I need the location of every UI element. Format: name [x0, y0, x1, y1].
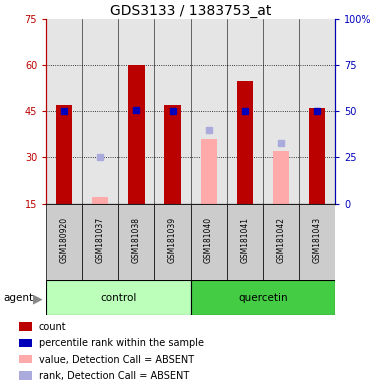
Bar — [263, 19, 299, 204]
Text: GSM181043: GSM181043 — [312, 217, 321, 263]
Text: GSM181040: GSM181040 — [204, 217, 213, 263]
Bar — [273, 151, 289, 204]
Text: GSM181042: GSM181042 — [276, 217, 285, 263]
Text: quercetin: quercetin — [238, 293, 288, 303]
Bar — [227, 19, 263, 204]
Bar — [191, 204, 227, 280]
Bar — [46, 19, 82, 204]
Bar — [19, 322, 32, 331]
Bar — [82, 204, 119, 280]
Bar — [154, 204, 191, 280]
Bar — [19, 339, 32, 347]
Bar — [237, 81, 253, 204]
Bar — [119, 204, 154, 280]
Bar — [19, 355, 32, 363]
Text: GSM181038: GSM181038 — [132, 217, 141, 263]
Bar — [263, 204, 299, 280]
Bar — [128, 65, 144, 204]
Text: count: count — [39, 322, 67, 332]
Text: percentile rank within the sample: percentile rank within the sample — [39, 338, 204, 348]
Bar — [227, 204, 263, 280]
Bar — [191, 280, 335, 315]
Text: rank, Detection Call = ABSENT: rank, Detection Call = ABSENT — [39, 371, 189, 381]
Text: GSM181039: GSM181039 — [168, 217, 177, 263]
Text: value, Detection Call = ABSENT: value, Detection Call = ABSENT — [39, 354, 194, 364]
Bar — [201, 139, 217, 204]
Bar — [154, 19, 191, 204]
Text: control: control — [100, 293, 137, 303]
Text: agent: agent — [4, 293, 34, 303]
Text: GSM181037: GSM181037 — [96, 217, 105, 263]
Bar — [119, 19, 154, 204]
Text: ▶: ▶ — [33, 292, 42, 305]
Text: GSM181041: GSM181041 — [240, 217, 249, 263]
Bar — [309, 108, 325, 204]
Bar — [299, 204, 335, 280]
Bar — [164, 105, 181, 204]
Bar — [19, 371, 32, 380]
Bar — [46, 280, 191, 315]
Bar — [191, 19, 227, 204]
Title: GDS3133 / 1383753_at: GDS3133 / 1383753_at — [110, 4, 271, 18]
Bar — [56, 105, 72, 204]
Text: GSM180920: GSM180920 — [60, 217, 69, 263]
Bar — [82, 19, 119, 204]
Bar — [299, 19, 335, 204]
Bar — [46, 204, 82, 280]
Bar — [92, 197, 109, 204]
